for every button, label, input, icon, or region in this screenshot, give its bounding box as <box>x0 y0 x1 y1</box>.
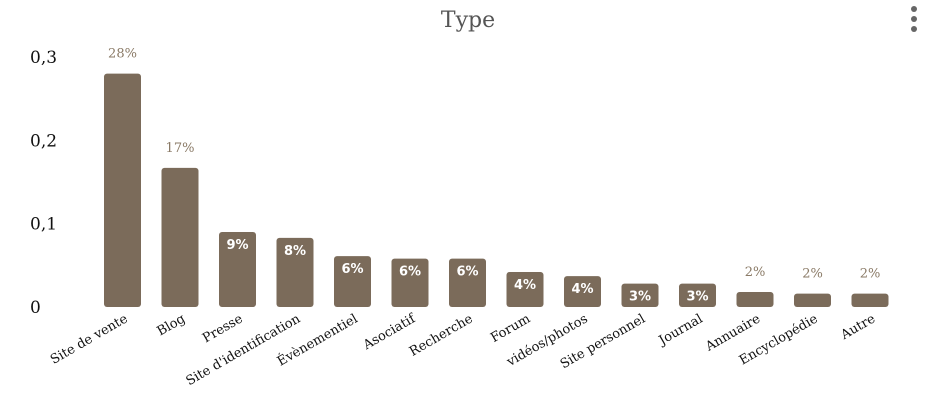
bar <box>506 272 544 307</box>
bar <box>564 276 601 307</box>
data-label: 2% <box>802 267 823 282</box>
data-label: 9% <box>226 238 248 253</box>
data-label: 2% <box>745 265 766 280</box>
data-label: 4% <box>571 282 593 297</box>
bar <box>334 256 371 307</box>
x-tick-label: Presse <box>200 311 246 346</box>
y-tick-label: 0,3 <box>30 48 57 68</box>
data-label: 6% <box>399 265 421 280</box>
chart-title: Type <box>440 8 496 33</box>
menu-dot <box>911 6 917 12</box>
menu-dot <box>911 26 917 32</box>
y-tick-label: 0,1 <box>30 215 57 235</box>
x-tick-label: Autre <box>838 311 879 343</box>
bar <box>219 232 256 307</box>
bar <box>621 283 659 307</box>
bar <box>794 293 831 307</box>
data-label: 6% <box>456 265 478 280</box>
x-tick-label: Journal <box>655 311 706 349</box>
bar <box>161 167 199 307</box>
data-label: 4% <box>514 278 536 293</box>
data-label: 3% <box>629 290 651 305</box>
bar <box>276 237 314 307</box>
y-tick-label: 0 <box>30 298 41 318</box>
bar <box>104 73 141 308</box>
bar <box>391 258 429 307</box>
x-tick-label: Forum <box>488 311 533 346</box>
data-label: 17% <box>166 141 195 156</box>
data-label: 3% <box>686 290 708 305</box>
data-label: 28% <box>108 47 137 62</box>
bar <box>449 258 486 307</box>
x-tick-label: Recherche <box>407 311 476 359</box>
data-label: 8% <box>284 244 306 259</box>
bar <box>679 283 716 307</box>
menu-dot <box>911 16 917 22</box>
x-tick-label: Site de vente <box>48 311 131 367</box>
y-tick-label: 0,2 <box>30 131 57 151</box>
more-vertical-icon[interactable] <box>908 6 920 32</box>
x-tick-label: Blog <box>155 311 188 339</box>
bar <box>851 293 889 307</box>
data-label: 6% <box>341 262 363 277</box>
bar <box>736 292 774 307</box>
data-label: 2% <box>860 267 881 282</box>
